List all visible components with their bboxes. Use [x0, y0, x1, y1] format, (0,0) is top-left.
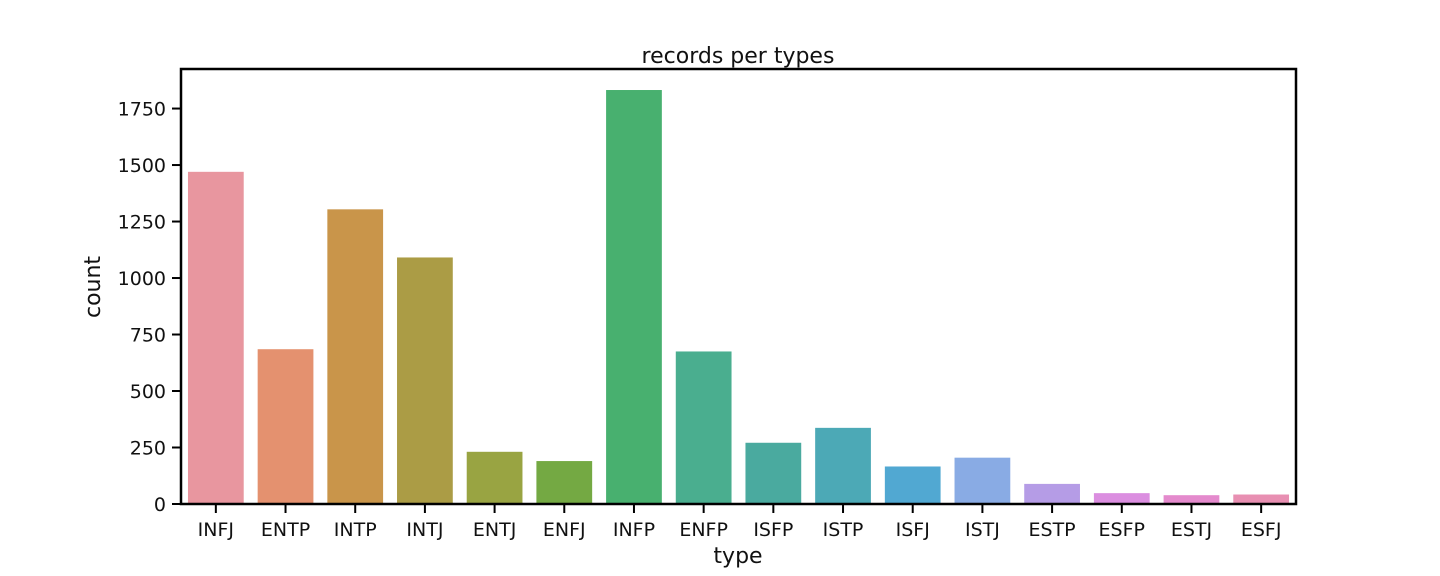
- y-tick-label: 0: [154, 494, 166, 516]
- bar-infp: [606, 90, 662, 504]
- x-tick-label: ISFP: [753, 519, 793, 541]
- x-axis-label: type: [713, 544, 762, 569]
- y-tick-label: 1500: [118, 155, 166, 177]
- plot-frame: [179, 67, 1298, 506]
- y-tick-label: 1750: [118, 99, 166, 121]
- x-tick-label: ENFJ: [543, 519, 586, 541]
- x-tick-label: ESFP: [1099, 519, 1145, 541]
- x-tick-label: ESTJ: [1171, 519, 1212, 541]
- bar-infj: [187, 171, 244, 504]
- y-tick-label: 500: [130, 381, 166, 403]
- x-tick-label: ISTJ: [965, 519, 1000, 541]
- y-tick-label: 1000: [118, 268, 166, 290]
- bar-estp: [1024, 483, 1080, 504]
- y-axis-label: count: [81, 256, 106, 318]
- y-tick-label: 750: [130, 325, 166, 347]
- bar-entj: [466, 451, 523, 504]
- x-tick-label: ISTP: [823, 519, 864, 541]
- y-tick-label: 250: [130, 438, 166, 460]
- x-tick-label: ENTJ: [473, 519, 516, 541]
- bar-esfj: [1233, 494, 1290, 504]
- bar-intj: [397, 257, 453, 504]
- x-tick-label: INTP: [334, 519, 377, 541]
- bar-esfp: [1093, 493, 1150, 504]
- bar-istp: [815, 427, 871, 504]
- x-tick-label: ENFP: [679, 519, 728, 541]
- x-tick-label: ENTP: [261, 519, 310, 541]
- bar-estj: [1163, 495, 1220, 504]
- bar-intp: [327, 209, 384, 504]
- bar-isfp: [745, 442, 802, 504]
- bar-entp: [257, 349, 314, 504]
- x-tick-label: ESFJ: [1241, 519, 1282, 541]
- x-tick-label: INTJ: [406, 519, 443, 541]
- x-tick-label: ESTP: [1029, 519, 1076, 541]
- bar-enfj: [536, 461, 593, 504]
- x-tick-label: INFJ: [198, 519, 234, 541]
- x-tick-label: INFP: [613, 519, 655, 541]
- bar-istj: [954, 457, 1011, 504]
- chart-title: records per types: [642, 44, 835, 69]
- bar-enfp: [675, 351, 732, 504]
- y-tick-label: 1250: [118, 212, 166, 234]
- x-tick-label: ISFJ: [896, 519, 930, 541]
- bar-isfj: [884, 466, 941, 504]
